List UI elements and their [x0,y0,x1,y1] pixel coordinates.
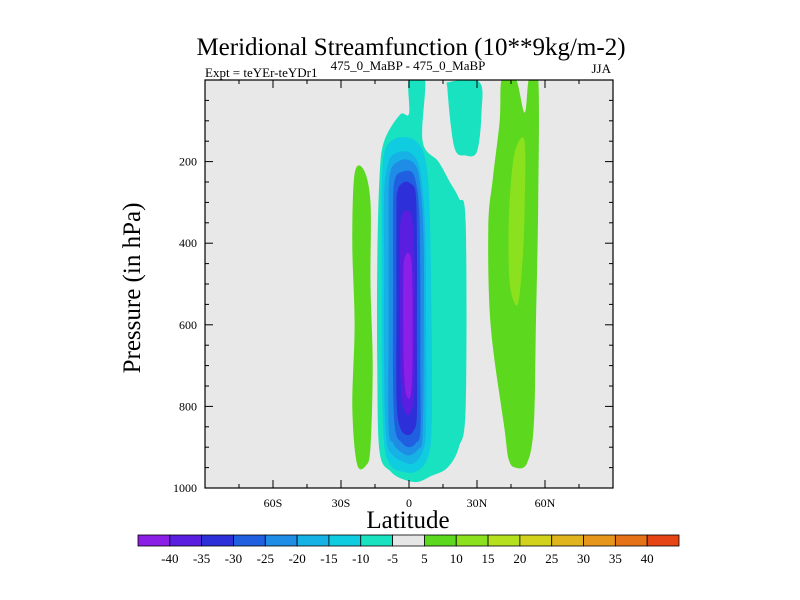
experiment-label: Expt = teYEr-teYDr1 [205,65,317,80]
colorbar-box [137,534,171,547]
chart-title: Meridional Streamfunction (10**9kg/m-2) [196,34,625,61]
colorbar-box [646,534,680,547]
colorbar-label: 40 [641,551,654,566]
y-tick-label: 800 [179,399,197,413]
colorbar-label: 5 [421,551,428,566]
colorbar-label: 35 [609,551,622,566]
y-tick-label: 600 [179,318,197,332]
colorbar-label: -5 [387,551,398,566]
colorbar-label: 10 [450,551,463,566]
x-tick-label: 30N [467,496,488,510]
period-label: 475_0_MaBP - 475_0_MaBP [331,58,486,73]
y-tick-label: 200 [179,155,197,169]
season-label: JJA [591,61,611,76]
y-tick-label: 400 [179,236,197,250]
contour-field [352,80,539,483]
nh-positive-cell-10 [508,137,526,306]
axis-ticks [204,80,614,489]
sh-positive-cell [352,165,373,470]
colorbar-box [424,534,457,547]
x-tick-label: 0 [406,496,412,510]
colorbar-box [169,534,203,547]
nh-upper-negative-blob [446,80,483,157]
x-tick-labels: 60S 30S 0 30N 60N [264,496,556,510]
colorbar-box [296,534,330,547]
colorbar-box [583,534,616,547]
colorbar-box [551,534,584,547]
colorbar-labels: -40 -35 -30 -25 -20 -15 -10 -5 5 10 15 20 25 30 35 40 [161,551,654,566]
x-tick-label: 60N [535,496,556,510]
colorbar-label: 20 [513,551,526,566]
colorbar-box [487,534,521,547]
colorbar-box [614,534,648,547]
colorbar-label: -40 [161,551,178,566]
colorbar-box [328,534,362,547]
y-tick-label: 1000 [173,481,197,495]
colorbar-label: -10 [352,551,369,566]
colorbar-label: -35 [193,551,210,566]
x-axis-title: Latitude [366,507,449,534]
colorbar-box [264,534,298,547]
colorbar-box [519,534,553,547]
colorbar-label: 25 [545,551,558,566]
colorbar-box [360,534,393,547]
colorbar-label: 30 [577,551,590,566]
colorbar-label: 15 [482,551,495,566]
colorbar-label: -25 [257,551,274,566]
x-tick-label: 30S [332,496,351,510]
colorbar [137,534,680,547]
colorbar-label: -30 [225,551,242,566]
colorbar-box [201,534,234,547]
x-tick-label: 60S [264,496,283,510]
colorbar-box [392,534,425,547]
colorbar-box [455,534,489,547]
colorbar-label: -15 [320,551,337,566]
colorbar-label: -20 [288,551,305,566]
y-axis-title: Pressure (in hPa) [119,203,146,374]
colorbar-box [233,534,266,547]
y-tick-labels: 200 400 600 800 1000 [173,155,197,495]
neg-40-core [403,252,413,399]
